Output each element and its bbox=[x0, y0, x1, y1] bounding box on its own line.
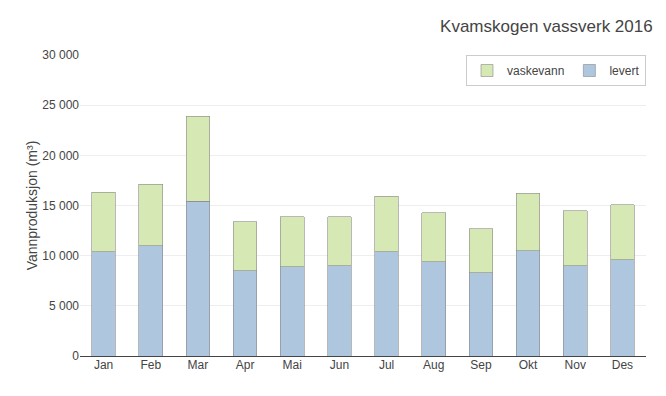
svg-text:20 000: 20 000 bbox=[42, 149, 79, 163]
svg-text:Mai: Mai bbox=[283, 358, 302, 372]
svg-text:Des: Des bbox=[612, 358, 633, 372]
svg-text:Aug: Aug bbox=[423, 358, 444, 372]
svg-text:vaskevann: vaskevann bbox=[507, 64, 564, 78]
svg-text:Mar: Mar bbox=[188, 358, 209, 372]
svg-text:Jul: Jul bbox=[379, 358, 394, 372]
svg-text:Okt: Okt bbox=[519, 358, 538, 372]
svg-text:0: 0 bbox=[72, 349, 79, 363]
svg-text:Kvamskogen vassverk 2016: Kvamskogen vassverk 2016 bbox=[440, 17, 653, 36]
svg-text:Nov: Nov bbox=[565, 358, 586, 372]
svg-text:Vannproduksjon (m³): Vannproduksjon (m³) bbox=[24, 141, 40, 271]
svg-text:Jun: Jun bbox=[330, 358, 349, 372]
svg-text:25 000: 25 000 bbox=[42, 98, 79, 112]
svg-text:Apr: Apr bbox=[236, 358, 255, 372]
svg-text:Jan: Jan bbox=[94, 358, 113, 372]
svg-text:Feb: Feb bbox=[140, 358, 161, 372]
svg-text:30 000: 30 000 bbox=[42, 48, 79, 62]
svg-text:Sep: Sep bbox=[470, 358, 492, 372]
svg-text:15 000: 15 000 bbox=[42, 199, 79, 213]
svg-text:5 000: 5 000 bbox=[49, 299, 79, 313]
svg-text:10 000: 10 000 bbox=[42, 249, 79, 263]
svg-text:levert: levert bbox=[609, 64, 639, 78]
